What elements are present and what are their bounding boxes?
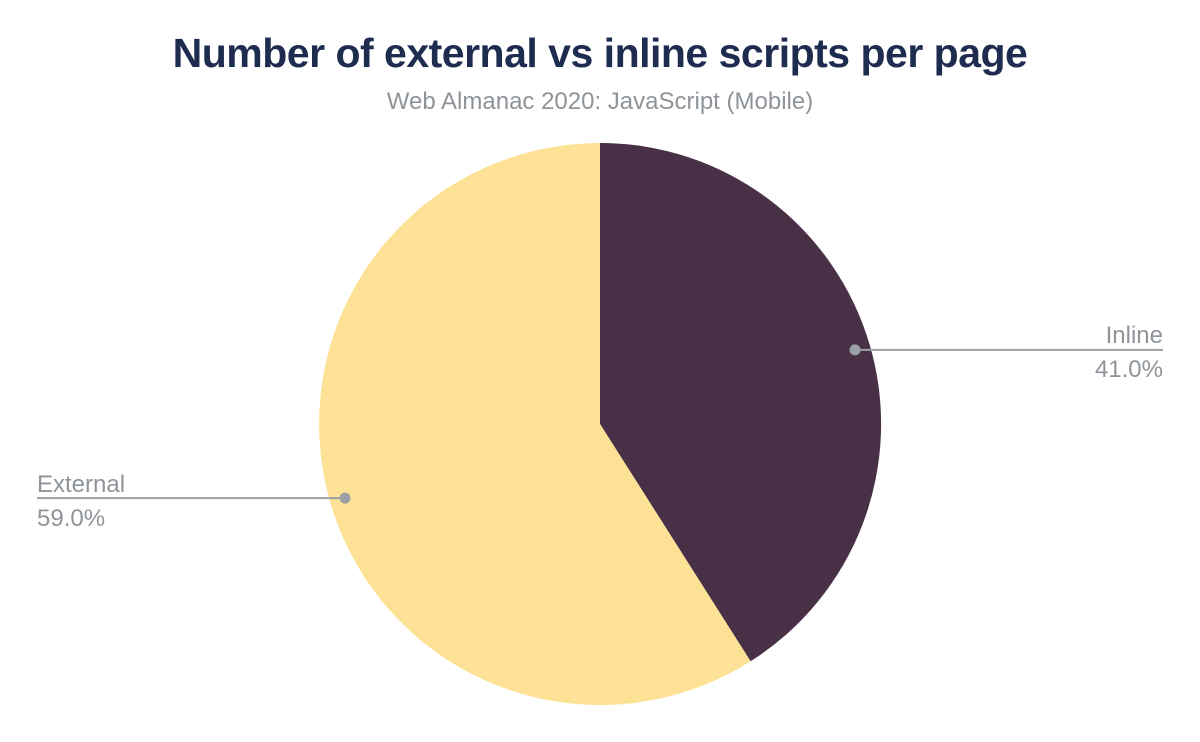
chart-subtitle: Web Almanac 2020: JavaScript (Mobile)	[386, 88, 814, 115]
callout-dot-external	[339, 492, 351, 504]
slice-value-external: 59.0%	[37, 505, 106, 532]
callout-inline: Inline 41.0%	[1095, 322, 1163, 383]
callout-dot-inline	[849, 344, 861, 356]
slice-label-external: External	[37, 471, 126, 498]
pie-slice-inline	[600, 142, 882, 662]
slice-label-inline: Inline	[1105, 322, 1163, 349]
slice-value-inline: 41.0%	[1094, 356, 1163, 383]
pie-slice-external	[319, 143, 751, 705]
chart-title: Number of external vs inline scripts per…	[172, 30, 1028, 76]
callout-external: External 59.0%	[37, 471, 125, 532]
